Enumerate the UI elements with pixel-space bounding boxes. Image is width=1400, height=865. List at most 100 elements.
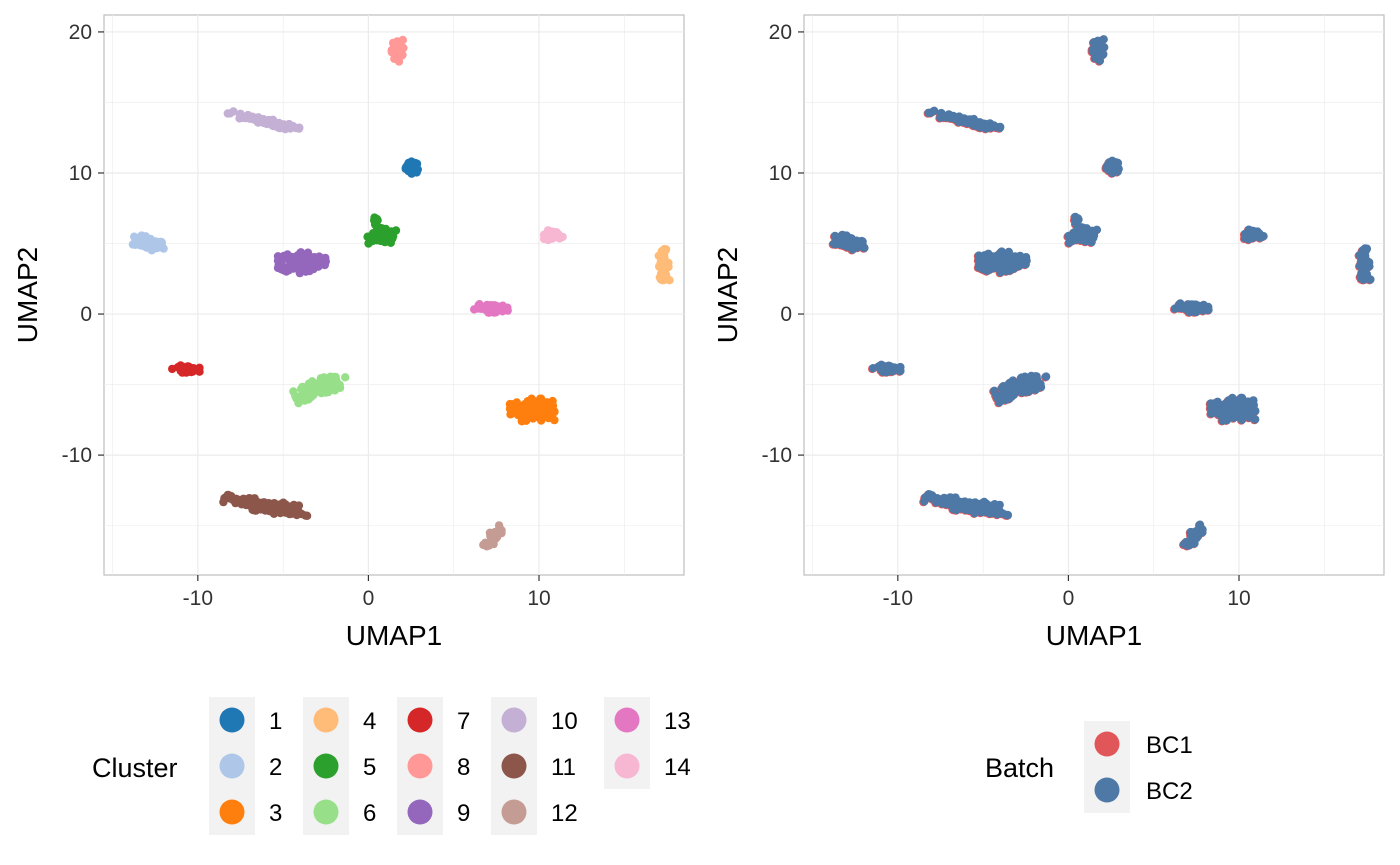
- point-cluster-5: [379, 230, 388, 239]
- point-cluster-6: [306, 383, 316, 392]
- point-cluster-4: [664, 258, 673, 268]
- point-batch-bc2: [989, 121, 999, 130]
- cluster-panel: -10 0 10 -10 0 10 20 UMAP1 UMAP2: [12, 14, 685, 651]
- points-cluster: [128, 35, 674, 551]
- point-cluster-11: [256, 505, 266, 514]
- legend-swatch-cluster-7: [407, 707, 433, 733]
- point-cluster-10: [248, 114, 257, 124]
- point-cluster-9: [321, 253, 330, 263]
- point-batch-bc2: [949, 114, 958, 123]
- legend-swatch-cluster-4: [313, 707, 339, 733]
- point-cluster-11: [219, 497, 228, 507]
- point-batch-bc2: [971, 503, 980, 512]
- legend-label-cluster-1: 1: [269, 708, 282, 735]
- y-tick-label: 20: [69, 21, 92, 44]
- point-cluster-3: [508, 407, 517, 417]
- point-batch-bc2: [1088, 47, 1097, 56]
- point-cluster-7: [187, 365, 196, 374]
- point-cluster-10: [235, 112, 245, 121]
- point-batch-bc2: [1237, 393, 1247, 403]
- x-axis-title-cluster: UMAP1: [346, 620, 442, 651]
- point-cluster-11: [251, 497, 260, 506]
- point-cluster-11: [270, 503, 279, 513]
- point-batch-bc2: [981, 123, 990, 132]
- y-tick-label: -10: [762, 444, 792, 467]
- point-cluster-11: [248, 505, 257, 514]
- point-batch-bc2: [974, 251, 984, 260]
- point-cluster-5: [372, 226, 381, 236]
- point-batch-bc2: [1248, 227, 1258, 237]
- point-batch-bc2: [1358, 256, 1367, 265]
- legend-label-cluster-12: 12: [551, 800, 578, 827]
- legend-label-bc2: BC2: [1146, 778, 1193, 805]
- point-batch-bc2: [957, 504, 966, 513]
- legend-swatch-cluster-6: [313, 799, 339, 825]
- legend-label-cluster-10: 10: [551, 708, 578, 735]
- x-tick-label: 0: [1063, 587, 1075, 610]
- point-cluster-11: [294, 501, 304, 510]
- legend-label-cluster-11: 11: [551, 754, 576, 781]
- point-cluster-6: [297, 384, 306, 393]
- point-cluster-10: [273, 119, 282, 128]
- y-axis-title-cluster: UMAP2: [12, 247, 43, 343]
- x-tick-label: 10: [527, 587, 550, 610]
- point-batch-bc2: [1356, 272, 1365, 281]
- point-batch-bc2: [1071, 212, 1080, 222]
- point-cluster-6: [332, 376, 341, 385]
- point-batch-bc2: [1021, 253, 1031, 262]
- point-cluster-3: [512, 398, 521, 407]
- point-batch-bc2: [1031, 385, 1041, 394]
- legend-swatch-cluster-1: [219, 707, 245, 733]
- point-batch-bc2: [1186, 531, 1196, 540]
- legend-label-cluster-3: 3: [269, 800, 282, 827]
- point-cluster-8: [398, 50, 407, 60]
- plot-area-batch: [803, 14, 1385, 576]
- y-tick-label: 10: [69, 162, 92, 185]
- point-batch-bc2: [1092, 225, 1102, 234]
- point-cluster-5: [391, 226, 401, 235]
- point-cluster-2: [153, 242, 162, 251]
- point-batch-bc2: [998, 254, 1007, 264]
- point-batch-bc2: [936, 111, 945, 120]
- legend-label-cluster-4: 4: [363, 708, 376, 735]
- point-cluster-3: [545, 401, 554, 410]
- point-batch-bc2: [973, 118, 983, 128]
- y-axis-title-batch: UMAP2: [712, 247, 743, 343]
- point-batch-bc2: [1259, 232, 1268, 241]
- point-cluster-9: [285, 253, 294, 262]
- y-tick-label: 0: [780, 303, 792, 326]
- point-batch-bc2: [1208, 407, 1218, 416]
- point-cluster-11: [301, 511, 310, 520]
- point-cluster-8: [387, 47, 396, 57]
- point-batch-bc2: [1195, 520, 1205, 529]
- x-tick-label: -10: [883, 587, 913, 610]
- point-batch-bc2: [1246, 400, 1255, 410]
- y-tick-label: 10: [769, 162, 792, 185]
- point-batch-bc2: [1365, 258, 1374, 267]
- legend-label-cluster-7: 7: [457, 708, 470, 735]
- legend-swatch-cluster-5: [313, 753, 339, 779]
- point-batch-bc2: [1032, 375, 1042, 384]
- y-tick-label: 20: [769, 21, 792, 44]
- legend-swatch-cluster-10: [501, 707, 527, 733]
- point-batch-bc2: [1218, 416, 1228, 425]
- legend-swatch-cluster-2: [219, 753, 245, 779]
- point-cluster-9: [308, 253, 317, 262]
- point-cluster-9: [297, 255, 306, 264]
- legend-swatch-cluster-8: [407, 753, 433, 779]
- batch-legend: Batch BC1 BC2: [985, 721, 1193, 813]
- point-batch-bc2: [1002, 510, 1011, 520]
- point-batch-bc2: [924, 108, 933, 118]
- legend-swatch-bc2: [1094, 777, 1120, 803]
- point-cluster-12: [486, 531, 495, 541]
- legend-label-cluster-5: 5: [363, 754, 376, 781]
- point-batch-bc2: [1007, 382, 1017, 392]
- point-batch-bc2: [998, 261, 1008, 271]
- point-batch-bc2: [1213, 397, 1222, 406]
- point-batch-bc2: [1018, 259, 1027, 268]
- y-tick-label: -10: [62, 444, 92, 467]
- legend-swatch-cluster-3: [219, 799, 245, 825]
- points-batch: [828, 35, 1375, 551]
